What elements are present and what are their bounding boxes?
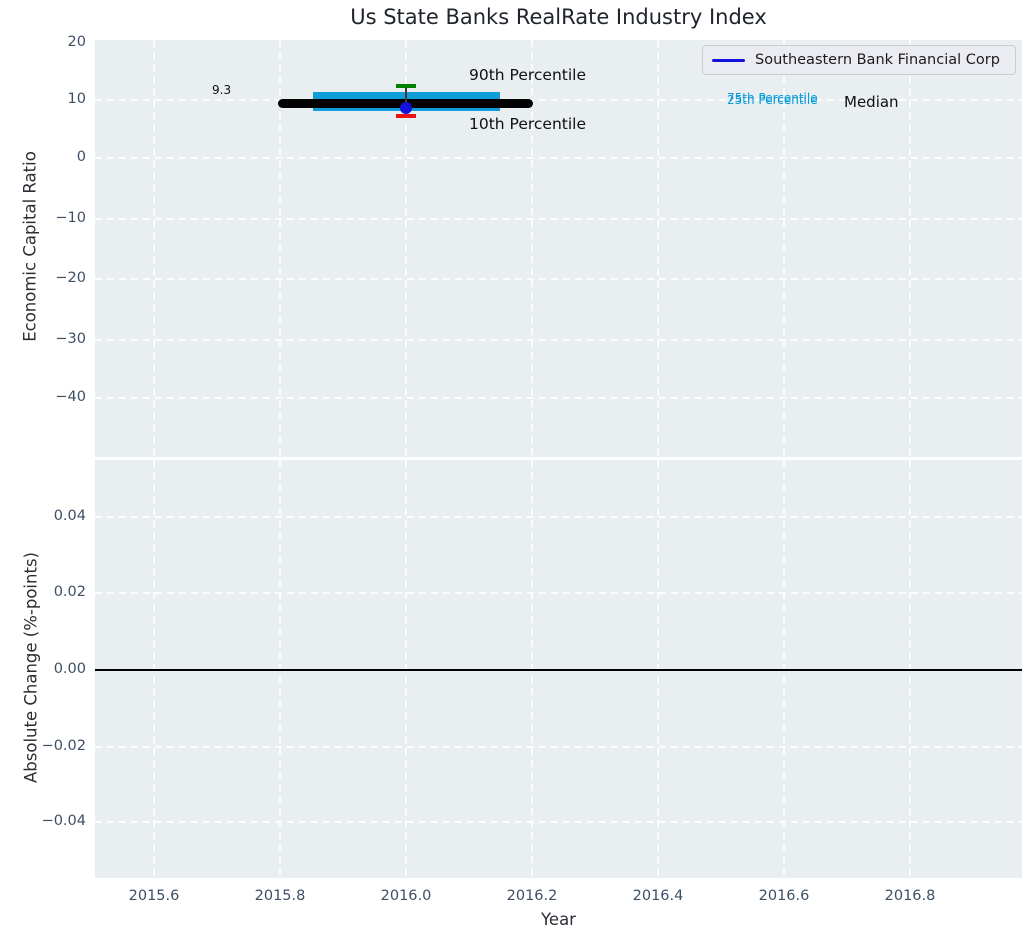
company-data-point [400, 102, 412, 114]
gridline [657, 40, 659, 457]
gridline [95, 516, 1022, 518]
gridline [95, 592, 1022, 594]
gridline [95, 821, 1022, 823]
x-tick-label: 2015.8 [254, 888, 306, 904]
x-tick-label: 2016.8 [884, 888, 936, 904]
annotation-25th-percentile: 25th Percentile [727, 93, 818, 107]
y-tick-label: 0.00 [53, 661, 86, 677]
y-tick-label: −40 [55, 389, 86, 405]
y-tick-label: −30 [55, 331, 86, 347]
y-tick-label: 20 [67, 34, 86, 50]
gridline [279, 40, 281, 457]
gridline [531, 40, 533, 457]
x-tick-label: 2016.6 [758, 888, 810, 904]
top-y-axis-label: Economic Capital Ratio [20, 151, 40, 342]
gridline [95, 339, 1022, 341]
zero-baseline [95, 669, 1022, 671]
median-value-label: 9.3 [212, 83, 232, 97]
gridline [783, 40, 785, 457]
y-tick-label: 0 [76, 149, 86, 165]
y-tick-label: −20 [55, 270, 86, 286]
y-tick-label: 10 [67, 91, 86, 107]
bottom-plot-area [95, 460, 1022, 878]
annotation-10th-percentile: 10th Percentile [469, 115, 587, 133]
chart-title: Us State Banks RealRate Industry Index [350, 5, 767, 29]
gridline [153, 40, 155, 457]
gridline [95, 218, 1022, 220]
gridline [95, 746, 1022, 748]
legend-line-swatch [712, 58, 745, 62]
gridline [95, 157, 1022, 159]
p90-tick-marker [396, 84, 416, 88]
gridline [95, 397, 1022, 399]
x-tick-label: 2016.2 [506, 888, 558, 904]
gridline [95, 278, 1022, 280]
x-axis-label: Year [541, 910, 576, 929]
gridline [405, 40, 407, 457]
annotation-90th-percentile: 90th Percentile [469, 66, 587, 84]
x-tick-label: 2016.0 [380, 888, 432, 904]
y-tick-label: −10 [55, 210, 86, 226]
legend-box: Southeastern Bank Financial Corp [702, 45, 1016, 75]
y-tick-label: 0.02 [53, 584, 86, 600]
y-tick-label: −0.04 [41, 813, 86, 829]
legend-label: Southeastern Bank Financial Corp [755, 52, 1000, 68]
annotation-median: Median [844, 93, 899, 111]
top-plot-area: 9.3 90th Percentile 10th Percentile 75th… [95, 40, 1022, 457]
y-tick-label: −0.02 [41, 738, 86, 754]
p10-tick-marker [396, 114, 416, 118]
annotation-75th-percentile: 75th Percentile [727, 91, 818, 105]
bottom-y-axis-label: Absolute Change (%-points) [21, 552, 41, 783]
gridline [95, 99, 1022, 101]
y-tick-label: 0.04 [53, 508, 86, 524]
x-tick-label: 2016.4 [632, 888, 684, 904]
x-tick-label: 2015.6 [128, 888, 180, 904]
gridline [909, 40, 911, 457]
whisker-line [405, 86, 407, 110]
